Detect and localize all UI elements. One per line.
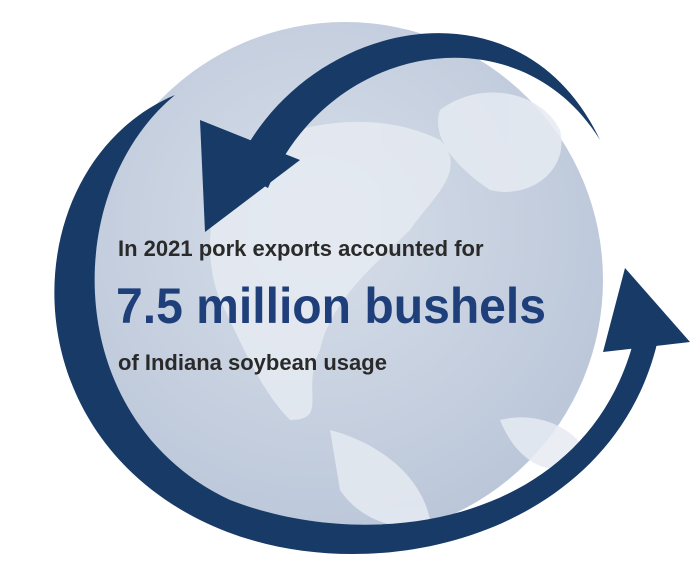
lower-arrow-head (603, 268, 690, 352)
continents (210, 92, 590, 526)
text-line: In 2021 pork exports accounted for (118, 236, 484, 261)
text-line: of Indiana soybean usage (118, 350, 387, 375)
upper-arrow-head (200, 120, 300, 232)
lower-arrow-body (54, 95, 660, 555)
arrows (54, 33, 690, 555)
highlight: 7.5 million bushels (116, 278, 546, 334)
upper-arrow-body (235, 33, 600, 188)
